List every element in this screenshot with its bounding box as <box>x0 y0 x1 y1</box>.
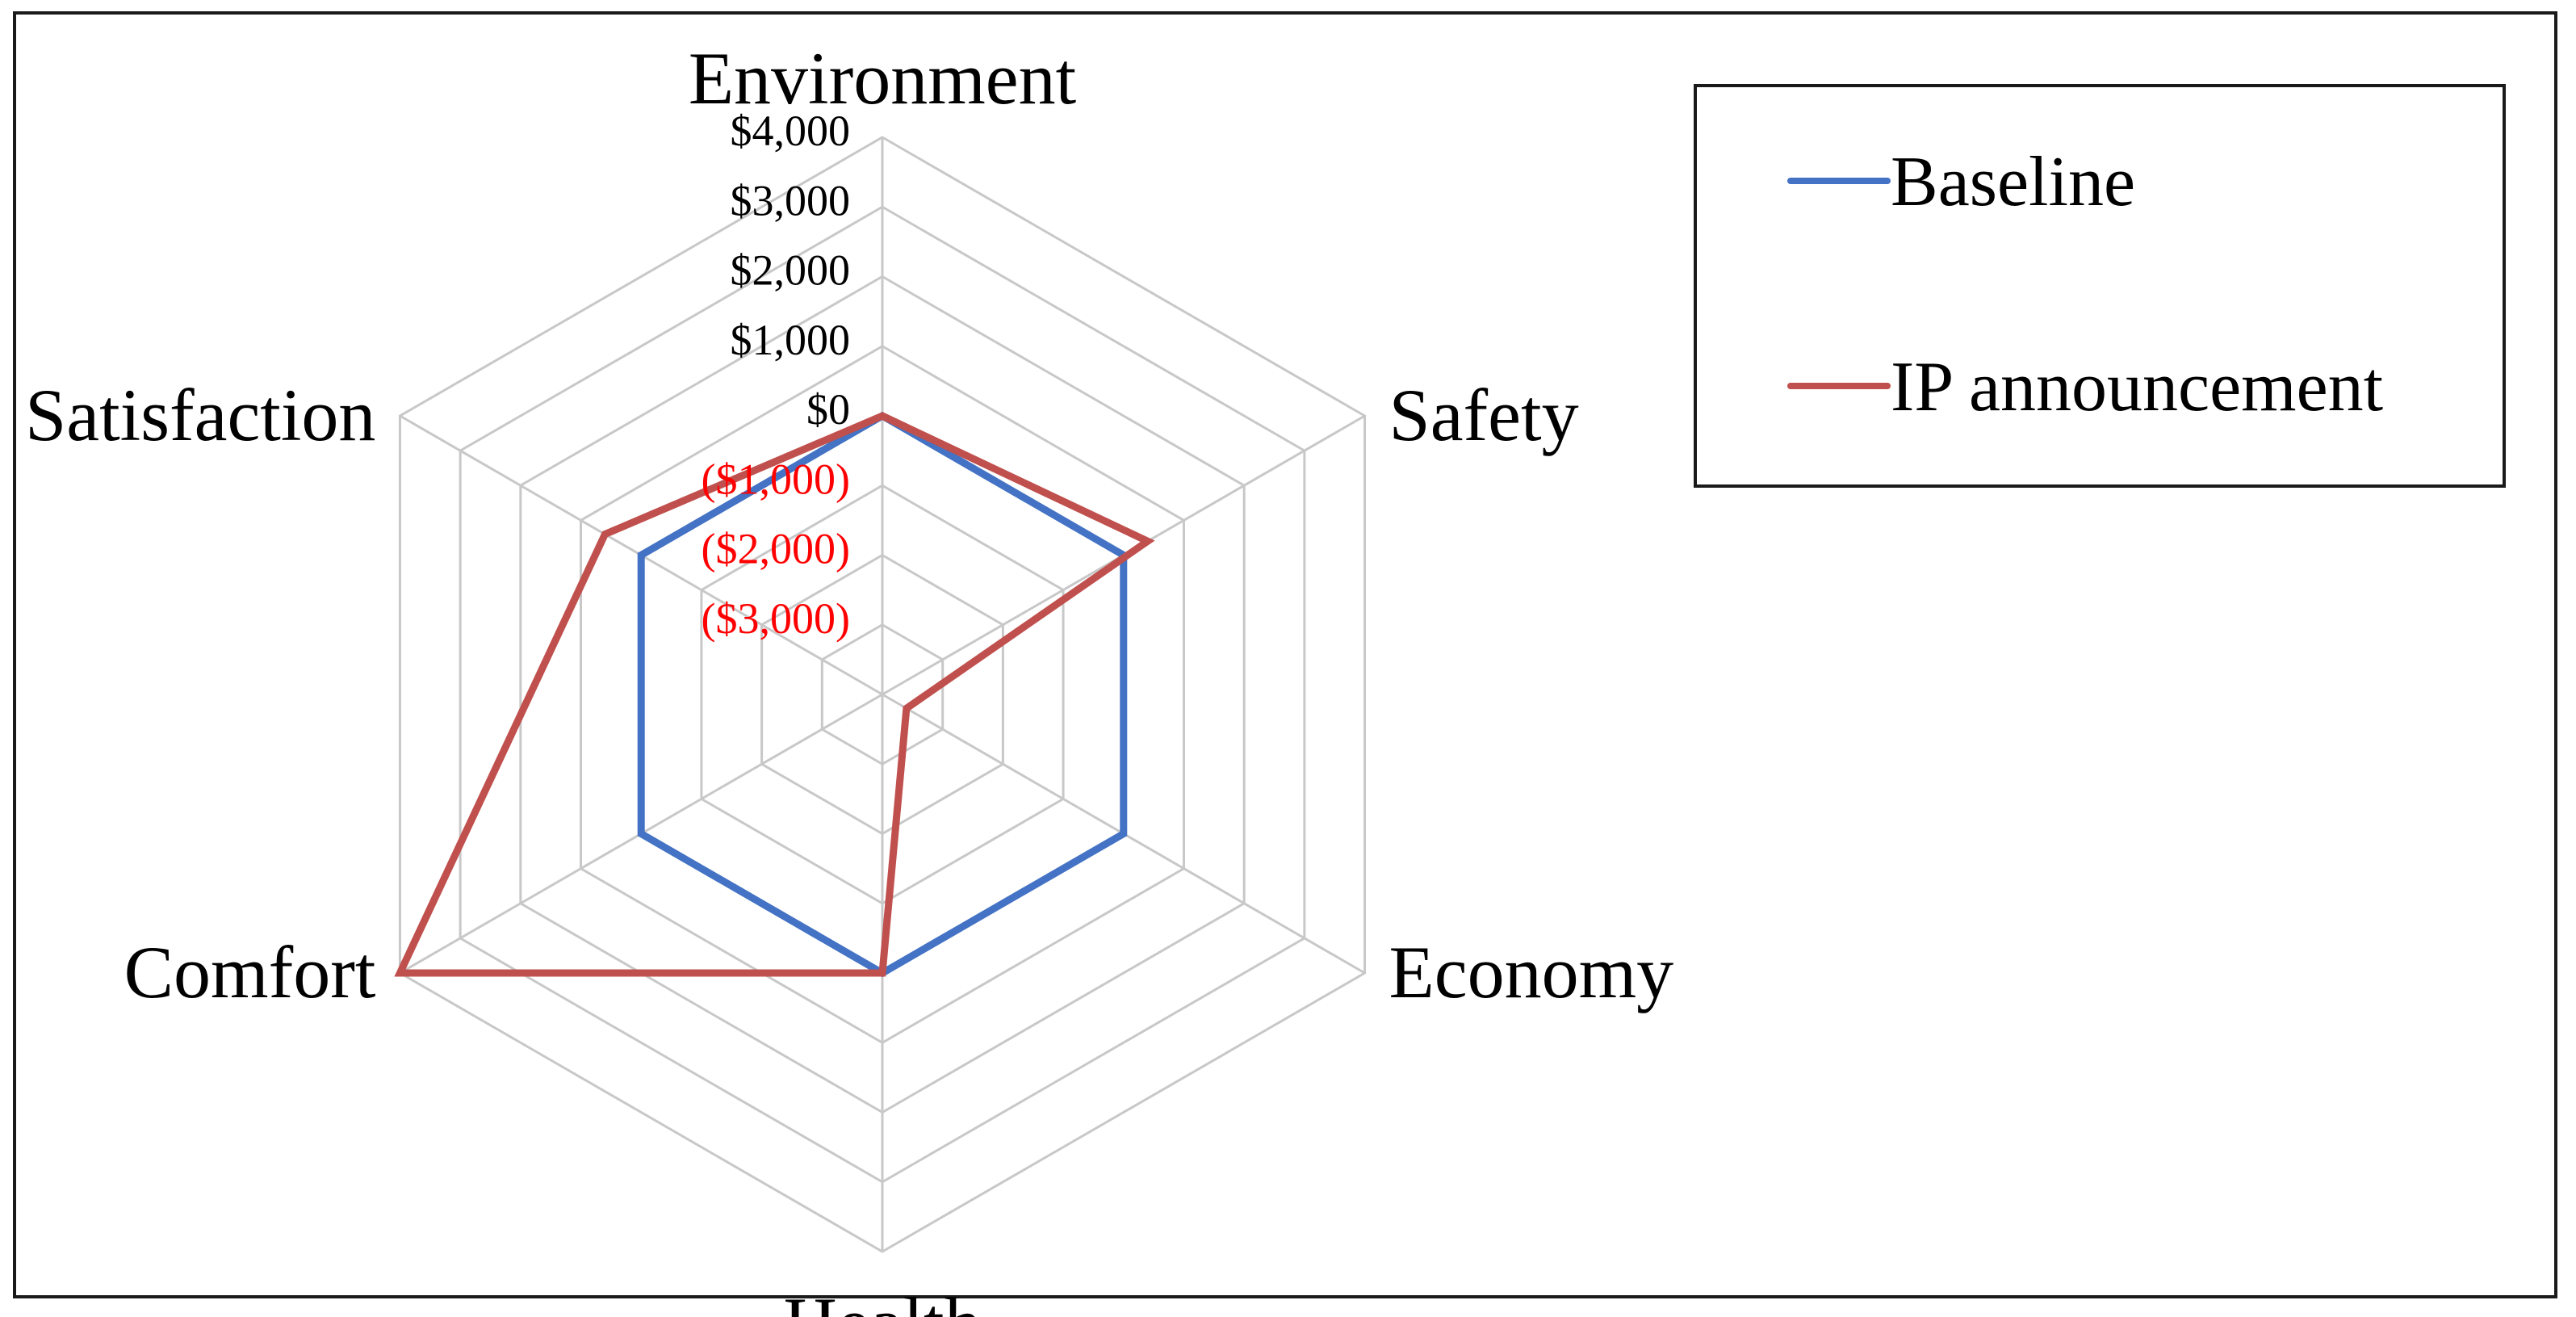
series-ip-announcement <box>394 412 1155 977</box>
axis-label-safety: Safety <box>1389 374 1579 456</box>
tick-label: $1,000 <box>731 316 851 364</box>
axis-label-health: Health <box>783 1282 981 1317</box>
legend-label-ip-announcement: IP announcement <box>1891 348 2383 426</box>
legend: Baseline IP announcement <box>1694 84 2506 488</box>
tick-labels: ($3,000) ($2,000) ($1,000) $0 $1,000 $2,000 $3… <box>702 107 850 643</box>
axis-label-comfort: Comfort <box>124 931 376 1013</box>
axis-label-satisfaction: Satisfaction <box>25 374 375 456</box>
axis-label-economy: Economy <box>1389 931 1674 1013</box>
tick-label: $2,000 <box>731 246 851 295</box>
tick-label: $3,000 <box>731 176 851 224</box>
axis-labels: Environment Safety Economy Health Comfort Sat… <box>25 37 1673 1317</box>
tick-label: ($3,000) <box>702 594 850 643</box>
grid <box>398 136 1367 1253</box>
series-layer <box>394 411 1155 978</box>
tick-label: $4,000 <box>731 107 851 155</box>
legend-label-baseline: Baseline <box>1891 143 2135 221</box>
legend-box <box>1694 84 2506 488</box>
tick-label: ($1,000) <box>702 455 850 503</box>
tick-label: ($2,000) <box>702 525 850 573</box>
axis-label-environment: Environment <box>689 37 1077 120</box>
tick-label: $0 <box>806 385 850 434</box>
